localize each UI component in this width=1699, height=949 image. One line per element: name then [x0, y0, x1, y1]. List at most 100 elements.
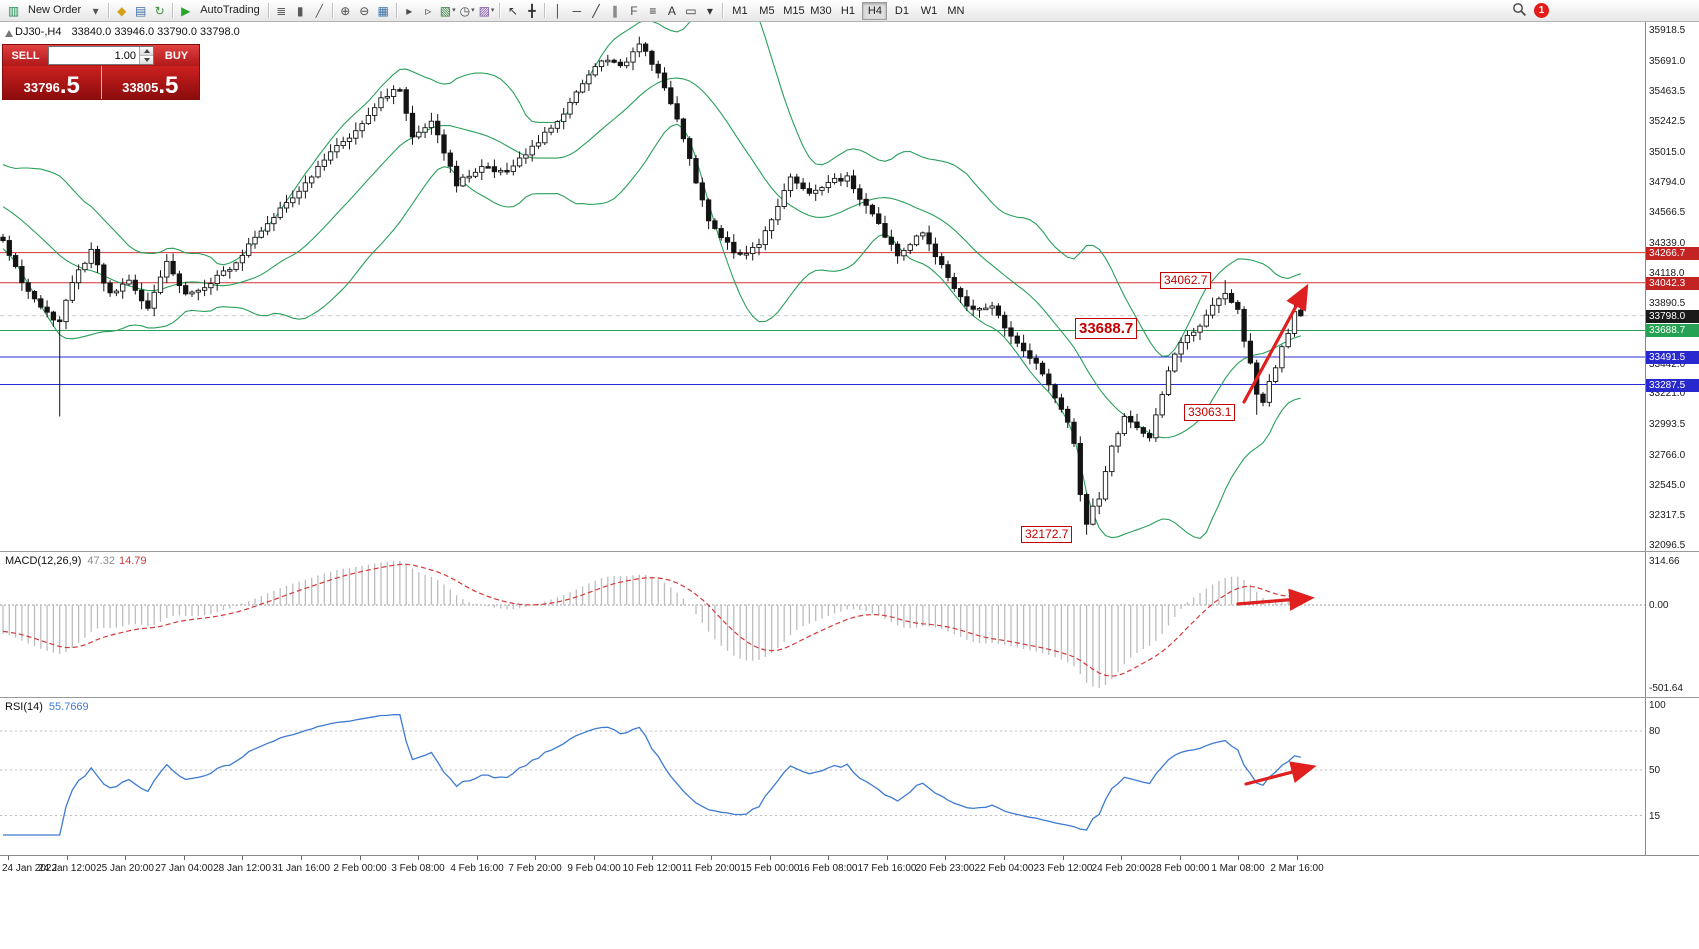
price-annotation[interactable]: 32172.7: [1021, 526, 1073, 543]
time-axis-label: 11 Feb 20:00: [681, 863, 741, 874]
time-tick: [1297, 856, 1298, 860]
time-tick: [8, 856, 9, 860]
time-tick: [184, 856, 185, 860]
time-axis-label: 3 Feb 08:00: [391, 863, 445, 874]
candlestick-mode-icon[interactable]: ▮: [296, 3, 304, 18]
trendline-icon[interactable]: ╱: [592, 3, 600, 18]
autotrading-play-icon[interactable]: ▶: [181, 3, 191, 18]
toolbar-separator: [544, 3, 546, 18]
time-tick: [828, 856, 829, 860]
timeframe-m1-button[interactable]: M1: [732, 4, 748, 17]
auto-scroll-icon[interactable]: ▸: [406, 3, 413, 18]
text-icon[interactable]: A: [667, 3, 676, 18]
period-selector-icon[interactable]: ◷ ▾: [459, 3, 475, 18]
timeframe-m15-button[interactable]: M15: [783, 4, 805, 17]
price-axis-label: 0.00: [1649, 600, 1669, 611]
market-watch-icon[interactable]: ▤: [135, 3, 147, 18]
buy-price-button[interactable]: 33805.5: [100, 66, 199, 99]
horizontal-line-icon[interactable]: ─: [572, 3, 582, 18]
volume-value[interactable]: 1.00: [114, 50, 136, 62]
chart-count-badge[interactable]: 1: [1534, 3, 1549, 18]
zoom-out-icon[interactable]: ⊖: [359, 3, 370, 18]
time-tick: [711, 856, 712, 860]
pane-divider[interactable]: [0, 697, 1699, 698]
chart-symbol-label: DJ30-,H4 33840.0 33946.0 33790.0 33798.0: [15, 26, 240, 38]
price-axis-label: 50: [1649, 765, 1661, 776]
price-axis[interactable]: 35918.5 35691.0 35463.5 35242.5 35015.0 34794…: [1645, 22, 1699, 855]
timeframe-h4-button[interactable]: H4: [862, 1, 888, 20]
chart-shift-icon[interactable]: ▹: [425, 3, 432, 18]
new-chart-icon[interactable]: ▧ ▾: [439, 3, 456, 18]
buy-button[interactable]: BUY: [164, 49, 189, 62]
drawing-tools-group: │ ─ ╱ ∥ F ≡ A ▭ ▾: [548, 0, 719, 21]
time-axis[interactable]: 24 Jan 2022 24 Jan 12:00 25 Jan 20:00 27 Ja…: [0, 855, 1699, 881]
one-click-collapse-icon[interactable]: [5, 30, 13, 37]
line-chart-mode-icon[interactable]: ╱: [315, 3, 323, 18]
vertical-line-icon[interactable]: │: [554, 3, 562, 18]
profiles-icon[interactable]: ◆: [117, 3, 127, 18]
price-annotation[interactable]: 34062.7: [1160, 272, 1212, 289]
price-annotation[interactable]: 33688.7: [1075, 318, 1138, 339]
toolbar-separator: [331, 3, 333, 18]
search-icon[interactable]: [1512, 2, 1527, 20]
volume-step-down-icon[interactable]: [140, 56, 153, 64]
levels-icon[interactable]: ≡: [649, 3, 657, 18]
zoom-in-icon[interactable]: ⊕: [340, 3, 351, 18]
rsi-canvas[interactable]: [0, 698, 1646, 855]
price-axis-label: 35463.5: [1649, 86, 1686, 97]
refresh-icon[interactable]: ↻: [154, 3, 165, 18]
time-tick: [360, 856, 361, 860]
time-axis-label: 24 Jan 12:00: [38, 863, 96, 874]
text-label-icon[interactable]: ▭: [685, 3, 697, 18]
price-chart-canvas[interactable]: [0, 22, 1646, 552]
autotrading-group: ▶ AutoTrading: [176, 0, 265, 21]
price-axis-label: 34566.5: [1649, 207, 1686, 218]
buy-price-main: 33805: [122, 80, 159, 95]
indicators-icon[interactable]: ▨ ▾: [478, 3, 495, 18]
sell-button[interactable]: SELL: [11, 49, 40, 62]
toolbar-separator: [499, 3, 501, 18]
dropdown-arrow-icon: ▾: [471, 7, 475, 14]
volume-step-up-icon[interactable]: [140, 47, 153, 56]
volume-input[interactable]: 1.00: [48, 46, 154, 65]
symbol-chart-icon[interactable]: ▥: [7, 3, 20, 18]
toolbar-separator: [722, 3, 724, 18]
order-group: ▥ New Order ▾: [4, 0, 105, 21]
price-axis-label: 35242.5: [1649, 116, 1686, 127]
toolbar-separator: [172, 3, 174, 18]
timeframe-h1-button[interactable]: H1: [840, 4, 855, 17]
chart-mode-group: ≣ ▮ ╱: [272, 0, 329, 21]
price-axis-label: 34794.0: [1649, 177, 1686, 188]
timeframe-mn-button[interactable]: MN: [947, 4, 965, 17]
timeframe-m5-button[interactable]: M5: [759, 4, 775, 17]
time-axis-label: 2 Feb 00:00: [333, 863, 387, 874]
pane-divider[interactable]: [0, 551, 1699, 552]
time-axis-label: 2 Mar 16:00: [1270, 863, 1324, 874]
fibonacci-icon[interactable]: F: [630, 3, 638, 18]
price-annotation[interactable]: 33063.1: [1184, 404, 1236, 421]
volume-stepper: [139, 47, 153, 64]
chart-window[interactable]: 35918.5 35691.0 35463.5 35242.5 35015.0 34794…: [0, 22, 1699, 949]
one-click-top-row: SELL 1.00 BUY: [3, 45, 199, 66]
time-tick: [535, 856, 536, 860]
sell-price-button[interactable]: 33796.5: [3, 66, 101, 99]
price-axis-label: 34118.0: [1649, 268, 1685, 279]
bar-chart-mode-icon[interactable]: ≣: [276, 3, 287, 18]
shapes-dropdown-icon[interactable]: ▾: [706, 3, 713, 18]
timeframe-d1-button[interactable]: D1: [894, 4, 909, 17]
macd-canvas[interactable]: [0, 552, 1646, 698]
timeframe-m30-button[interactable]: M30: [810, 4, 832, 17]
autotrading-button[interactable]: AutoTrading: [200, 4, 260, 16]
equidistant-channel-icon[interactable]: ∥: [611, 3, 618, 18]
time-axis-label: 27 Jan 04:00: [155, 863, 213, 874]
crosshair-icon[interactable]: ╋: [528, 3, 536, 18]
new-order-dropdown-icon[interactable]: ▾: [92, 3, 99, 18]
timeframe-w1-button[interactable]: W1: [920, 4, 938, 17]
price-axis-label: 32766.0: [1649, 450, 1686, 461]
new-order-button[interactable]: New Order: [28, 4, 82, 16]
price-axis-label: 35918.5: [1649, 25, 1686, 36]
time-axis-label: 7 Feb 20:00: [508, 863, 562, 874]
price-tag: 33688.7: [1646, 324, 1699, 337]
tile-windows-icon[interactable]: ▦: [377, 3, 389, 18]
cursor-icon[interactable]: ↖: [507, 3, 518, 18]
